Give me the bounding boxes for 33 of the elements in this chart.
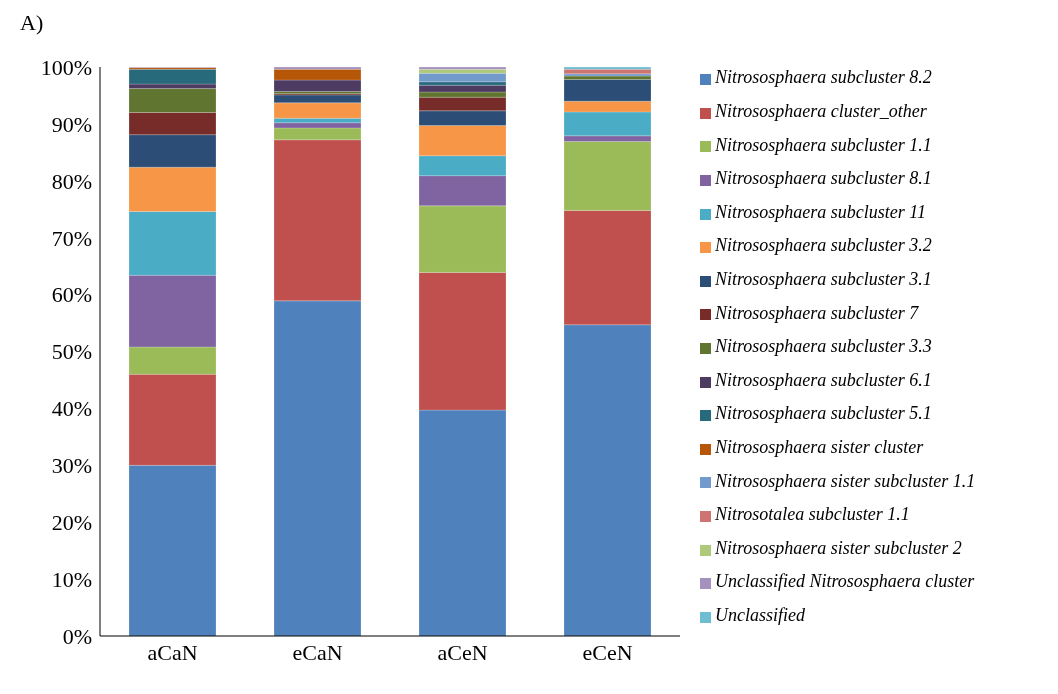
y-tick-label: 70% bbox=[51, 225, 92, 251]
y-tick-label: 30% bbox=[51, 453, 92, 479]
y-tick-label: 80% bbox=[51, 168, 92, 194]
legend-label: Nitrososphaera subcluster 8.1 bbox=[715, 168, 932, 189]
y-tick-label: 50% bbox=[51, 339, 92, 365]
legend-label: Nitrososphaera sister subcluster 1.1 bbox=[715, 470, 976, 491]
legend-label: Nitrososphaera subcluster 1.1 bbox=[715, 134, 932, 155]
chart-title: A) bbox=[20, 10, 44, 36]
y-tick-label: 90% bbox=[51, 111, 92, 137]
legend-label: Nitrosotalea subcluster 1.1 bbox=[715, 504, 910, 525]
legend-label: Unclassified bbox=[715, 604, 805, 625]
y-tick-label: 100% bbox=[40, 54, 92, 80]
y-tick-label: 20% bbox=[51, 510, 92, 536]
legend-label: Nitrososphaera subcluster 11 bbox=[715, 201, 927, 222]
x-tick-label: eCaN bbox=[292, 639, 343, 665]
y-tick-label: 60% bbox=[51, 282, 92, 308]
legend-label: Nitrososphaera subcluster 8.2 bbox=[715, 67, 932, 88]
legend-label: Nitrososphaera subcluster 3.2 bbox=[715, 235, 932, 256]
legend-label: Nitrososphaera subcluster 3.1 bbox=[715, 269, 932, 290]
x-tick-label: eCeN bbox=[582, 639, 633, 665]
legend-label: Nitrososphaera cluster_other bbox=[715, 101, 927, 122]
legend-label: Nitrososphaera subcluster 6.1 bbox=[715, 369, 932, 390]
y-tick-label: 10% bbox=[51, 566, 92, 592]
y-tick-label: 0% bbox=[62, 623, 92, 649]
legend-label: Nitrososphaera subcluster 7 bbox=[715, 302, 919, 323]
legend-label: Nitrososphaera sister subcluster 2 bbox=[715, 537, 962, 558]
x-tick-label: aCeN bbox=[437, 639, 488, 665]
legend-label: Nitrososphaera sister cluster bbox=[715, 436, 924, 457]
x-tick-label: aCaN bbox=[147, 639, 198, 665]
legend-label: Nitrososphaera subcluster 5.1 bbox=[715, 403, 932, 424]
legend-label: Nitrososphaera subcluster 3.3 bbox=[715, 336, 932, 357]
y-tick-label: 40% bbox=[51, 396, 92, 422]
legend-label: Unclassified Nitrososphaera cluster bbox=[715, 571, 975, 592]
